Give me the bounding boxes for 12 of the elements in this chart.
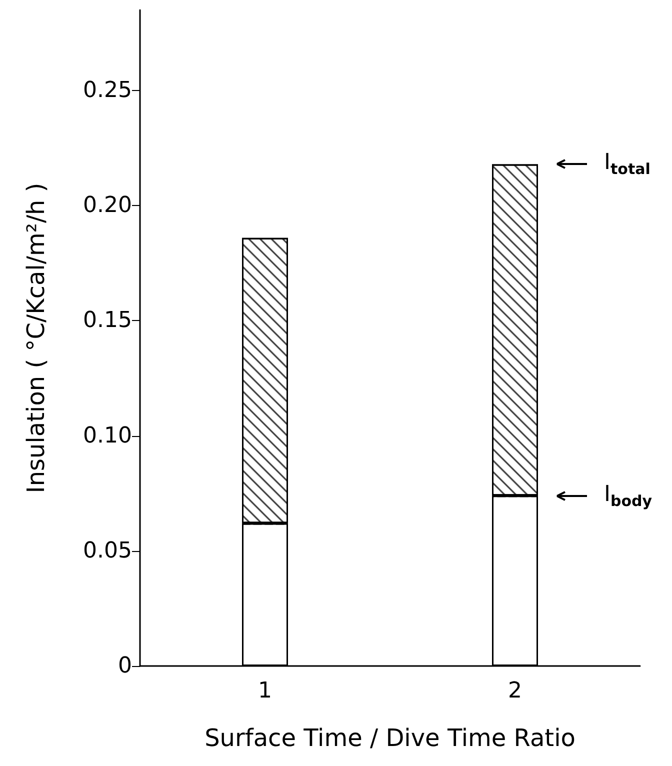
y-tick-label: 0.05 — [83, 538, 132, 564]
y-tick-label: 0.15 — [83, 308, 132, 334]
y-axis-title: Insulation ( °C/Kcal/m²/h ) — [22, 182, 50, 494]
y-tick-label: 0.25 — [83, 78, 132, 104]
y-tick-label: 0.20 — [83, 193, 132, 218]
x-tick-label: 1 — [258, 678, 272, 704]
annotation: I$_{body}$ — [604, 481, 652, 510]
x-axis-title: Surface Time / Dive Time Ratio — [204, 724, 576, 752]
x-tick-label: 2 — [508, 678, 522, 704]
y-tick-label: 0.10 — [83, 423, 132, 448]
annotation: I$_{total}$ — [604, 150, 650, 178]
y-tick-label: 0 — [118, 654, 132, 678]
